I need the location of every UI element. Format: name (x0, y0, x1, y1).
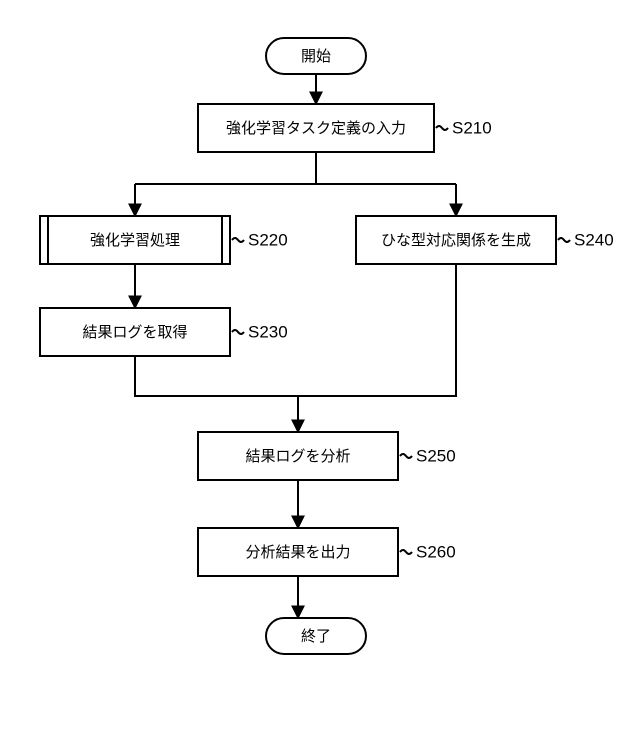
node-s250: 結果ログを分析 (198, 432, 398, 480)
tag-connector-s240 (558, 238, 570, 242)
node-s230: 結果ログを取得 (40, 308, 230, 356)
node-label-s220: 強化学習処理 (90, 232, 180, 249)
node-label-s250: 結果ログを分析 (245, 448, 350, 465)
tag-label-s250: S250 (416, 446, 456, 465)
tag-label-s220: S220 (248, 230, 288, 249)
tag-connector-s230 (232, 330, 244, 334)
tag-label-s240: S240 (574, 230, 614, 249)
node-label-end: 終了 (301, 628, 331, 645)
edge-7 (298, 264, 456, 396)
tag-connector-s250 (400, 454, 412, 458)
tag-label-s210: S210 (452, 118, 492, 137)
tag-label-s230: S230 (248, 322, 288, 341)
node-s220: 強化学習処理 (40, 216, 230, 264)
node-s210: 強化学習タスク定義の入力 (198, 104, 434, 152)
node-label-s240: ひな型対応関係を生成 (381, 232, 531, 249)
node-label-s210: 強化学習タスク定義の入力 (226, 120, 406, 137)
node-s240: ひな型対応関係を生成 (356, 216, 556, 264)
node-label-s260: 分析結果を出力 (245, 544, 350, 561)
tag-label-s260: S260 (416, 542, 456, 561)
node-end: 終了 (266, 618, 366, 654)
tag-connector-s210 (436, 126, 448, 130)
node-label-s230: 結果ログを取得 (82, 324, 187, 341)
node-label-start: 開始 (301, 48, 331, 65)
node-s260: 分析結果を出力 (198, 528, 398, 576)
flowchart: 開始強化学習タスク定義の入力強化学習処理 ひな型対応関係を生成結果ログを取得結果ロ… (0, 0, 640, 750)
tag-connector-s260 (400, 550, 412, 554)
edge-6 (135, 356, 298, 396)
tag-connector-s220 (232, 238, 244, 242)
node-start: 開始 (266, 38, 366, 74)
